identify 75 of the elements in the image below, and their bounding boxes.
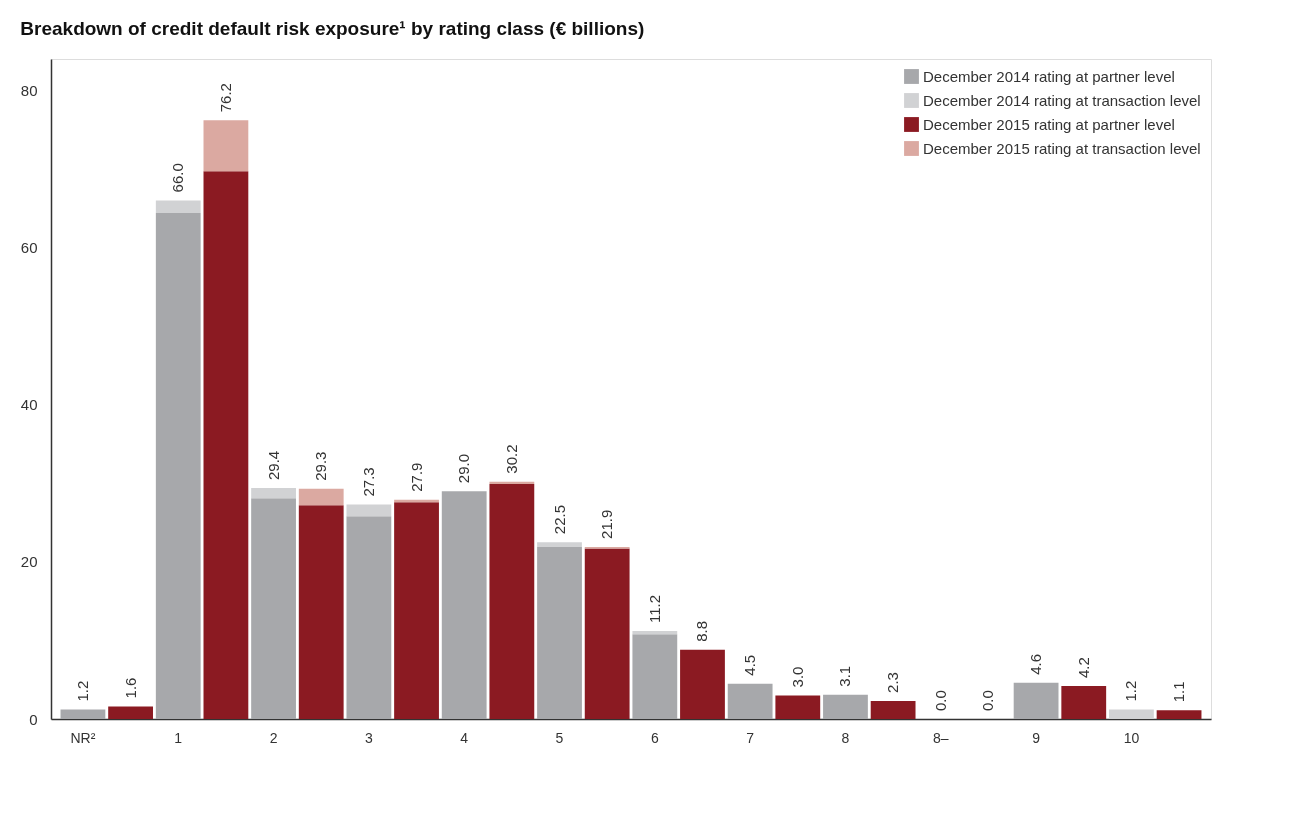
y-tick-label: 0 — [29, 710, 38, 728]
bar — [298, 488, 344, 506]
total-label: 27.9 — [407, 462, 425, 492]
total-label: 66.0 — [169, 163, 187, 193]
bar — [632, 634, 678, 719]
total-label: 76.2 — [216, 83, 234, 113]
total-label: 3.0 — [788, 666, 806, 688]
total-label: 4.5 — [741, 654, 759, 676]
legend-label: December 2014 rating at transaction level — [923, 91, 1201, 109]
bar — [775, 695, 821, 719]
total-label: 1.2 — [73, 680, 91, 702]
bar — [251, 488, 296, 499]
bar — [203, 171, 249, 719]
total-label: 29.3 — [312, 451, 330, 481]
bar — [298, 505, 344, 719]
total-label: 2.3 — [884, 672, 902, 693]
total-label: 11.2 — [645, 594, 663, 623]
bar — [441, 491, 487, 719]
total-label: 0.0 — [979, 690, 997, 711]
bar — [1061, 686, 1107, 719]
bar — [680, 649, 725, 719]
x-tick-label: 9 — [1032, 729, 1041, 746]
y-tick-label: 40 — [20, 396, 38, 414]
bar — [489, 484, 535, 719]
x-tick-label: 5 — [555, 729, 564, 746]
bar — [60, 709, 106, 719]
bar — [870, 700, 916, 719]
x-tick-label: 4 — [460, 729, 469, 746]
chart-title: Breakdown of credit default risk exposure¹ by rating class (€ billions) — [20, 18, 645, 39]
total-label: 1.6 — [121, 677, 139, 699]
x-tick-label: 6 — [650, 729, 659, 746]
x-tick-label: 3 — [364, 729, 373, 746]
x-tick-label: 8– — [932, 729, 949, 746]
bar — [584, 548, 630, 719]
total-label: 8.8 — [693, 621, 711, 642]
total-label: 1.2 — [1122, 680, 1140, 702]
bar — [108, 706, 153, 719]
x-tick-label: NR² — [70, 729, 96, 746]
bar — [537, 542, 582, 547]
bar — [537, 546, 582, 719]
bar — [155, 200, 201, 213]
y-tick-label: 80 — [20, 81, 38, 99]
bar — [727, 683, 773, 719]
bar — [1156, 710, 1202, 719]
x-tick-label: 7 — [746, 729, 755, 746]
total-label: 0.0 — [931, 690, 949, 711]
legend-label: December 2014 rating at partner level — [923, 67, 1175, 85]
total-label: 29.4 — [264, 450, 282, 480]
x-tick-label: 10 — [1123, 729, 1140, 746]
total-label: 3.1 — [836, 665, 854, 687]
bar — [346, 504, 392, 517]
x-tick-label: 8 — [841, 729, 850, 746]
total-label: 1.1 — [1170, 681, 1188, 703]
bar — [1013, 682, 1059, 719]
y-tick-label: 60 — [20, 239, 38, 257]
x-tick-label: 2 — [269, 729, 278, 746]
y-tick-label: 20 — [20, 553, 38, 571]
legend-label: December 2015 rating at partner level — [923, 115, 1175, 133]
bar — [394, 502, 439, 719]
total-label: 4.2 — [1074, 657, 1092, 678]
total-label: 22.5 — [550, 505, 568, 535]
x-tick-label: 1 — [174, 729, 183, 746]
total-label: 29.0 — [455, 453, 473, 484]
bar — [823, 694, 868, 719]
total-label: 4.6 — [1027, 654, 1045, 675]
total-label: 21.9 — [598, 509, 616, 539]
legend-label: December 2015 rating at transaction level — [923, 139, 1201, 157]
bar — [346, 516, 392, 719]
total-label: 27.3 — [359, 467, 377, 497]
bar — [155, 213, 201, 719]
total-label: 30.2 — [502, 444, 520, 474]
bar — [632, 631, 678, 635]
bar — [1109, 709, 1154, 719]
bar — [251, 498, 296, 719]
bar — [203, 120, 249, 172]
